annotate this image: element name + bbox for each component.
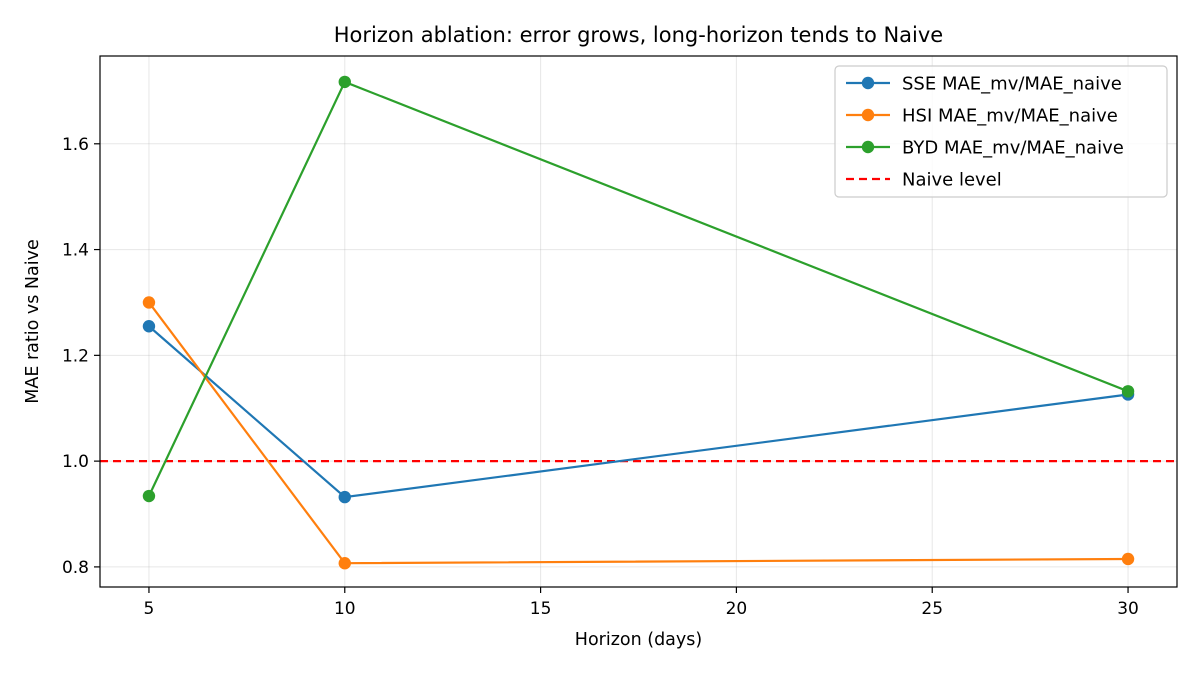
legend-swatch-marker [861,108,875,122]
x-tick-label: 25 [921,599,943,619]
data-point [338,75,351,89]
ticks: 5 10 15 20 25 30 0.8 1.0 1.2 1.4 1.6 [62,135,1139,619]
data-point [142,320,156,333]
data-point [142,296,156,309]
data-point [1121,385,1135,398]
legend-swatch-marker [861,76,875,90]
y-tick-label: 1.0 [62,452,89,472]
series-line [148,301,1129,565]
y-tick-label: 0.8 [62,558,89,578]
chart-title: Horizon ablation: error grows, long-hori… [334,23,943,47]
y-tick-label: 1.4 [62,241,89,261]
x-tick-label: 10 [334,599,356,619]
y-axis-label: MAE ratio vs Naive [23,239,43,403]
legend-label: BYD MAE_mv/MAE_naive [902,138,1124,159]
data-point [338,490,351,504]
x-axis-label: Horizon (days) [575,630,702,650]
data-point [338,557,351,570]
x-tick-label: 15 [530,599,552,619]
plot-frame [99,55,1178,588]
legend-swatch-marker [861,140,875,154]
series-line [148,325,1129,499]
series-group [142,296,1135,570]
legend-frame [834,65,1168,198]
series-layer [142,75,1135,570]
x-tick-label: 5 [144,599,155,619]
x-tick-label: 30 [1117,599,1139,619]
data-point [1121,552,1135,566]
legend-label: HSI MAE_mv/MAE_naive [902,106,1118,127]
x-tick-label: 20 [726,599,748,619]
legend: SSE MAE_mv/MAE_naive HSI MAE_mv/MAE_naive… [834,65,1168,198]
series-group [142,320,1135,504]
y-tick-label: 1.6 [62,135,89,155]
legend-label: SSE MAE_mv/MAE_naive [902,74,1122,95]
series-group [142,75,1135,503]
y-tick-label: 1.2 [62,346,89,366]
legend-label: Naive level [902,170,1002,191]
data-point [142,489,156,503]
